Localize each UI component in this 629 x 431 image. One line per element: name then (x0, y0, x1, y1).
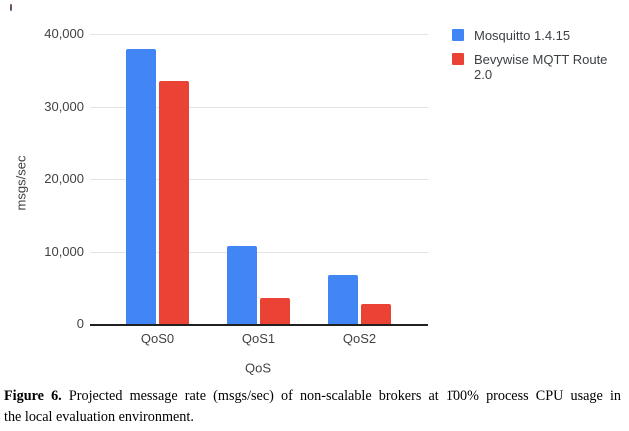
legend-label-bevywise: Bevywise MQTT Route 2.0 (474, 52, 608, 82)
gridline-20000 (90, 179, 428, 180)
caption-line-2: the local evaluation environment. (4, 409, 194, 425)
gridline-30000 (90, 107, 428, 108)
y-tick-label: 0 (76, 316, 84, 331)
y-tick-label: 20,000 (44, 171, 84, 186)
legend-swatch-bevywise (452, 53, 464, 65)
caption-line-1: Figure 6. Projected message rate (msgs/s… (4, 386, 621, 407)
caption-text-1: Projected message rate (msgs/sec) of non… (68, 388, 621, 404)
x-tick-label-qos1: QoS1 (241, 331, 276, 346)
x-axis-title: QoS (244, 360, 272, 376)
bar-mosquitto-qos1 (227, 246, 257, 324)
legend-label-mosquitto: Mosquitto 1.4.15 (474, 28, 571, 43)
stray-artifact-mark (10, 4, 12, 11)
x-axis-baseline (90, 324, 428, 326)
y-tick-label: 10,000 (44, 244, 84, 259)
y-tick-label: 30,000 (44, 99, 84, 114)
gridline-10000 (90, 252, 428, 253)
bar-bevywise-qos1 (260, 297, 290, 324)
bar-mosquitto-qos2 (328, 275, 358, 324)
gridline-40000 (90, 34, 428, 35)
legend-swatch-mosquitto (452, 29, 464, 41)
bar-mosquitto-qos0 (126, 48, 156, 324)
bar-bevywise-qos0 (159, 81, 189, 324)
x-tick-label-qos2: QoS2 (342, 331, 377, 346)
legend-item-bevywise: Bevywise MQTT Route 2.0 (452, 52, 620, 82)
bar-bevywise-qos2 (361, 304, 391, 324)
y-axis-title: msgs/sec (13, 155, 29, 211)
caption-figure-label: Figure 6. (4, 388, 62, 404)
x-tick-label-qos0: QoS0 (140, 331, 175, 346)
figure-caption: Figure 6. Projected message rate (msgs/s… (4, 386, 621, 428)
y-tick-label: 40,000 (44, 26, 84, 41)
chart-legend: Mosquitto 1.4.15 Bevywise MQTT Route 2.0 (452, 28, 620, 91)
legend-item-mosquitto: Mosquitto 1.4.15 (452, 28, 620, 43)
